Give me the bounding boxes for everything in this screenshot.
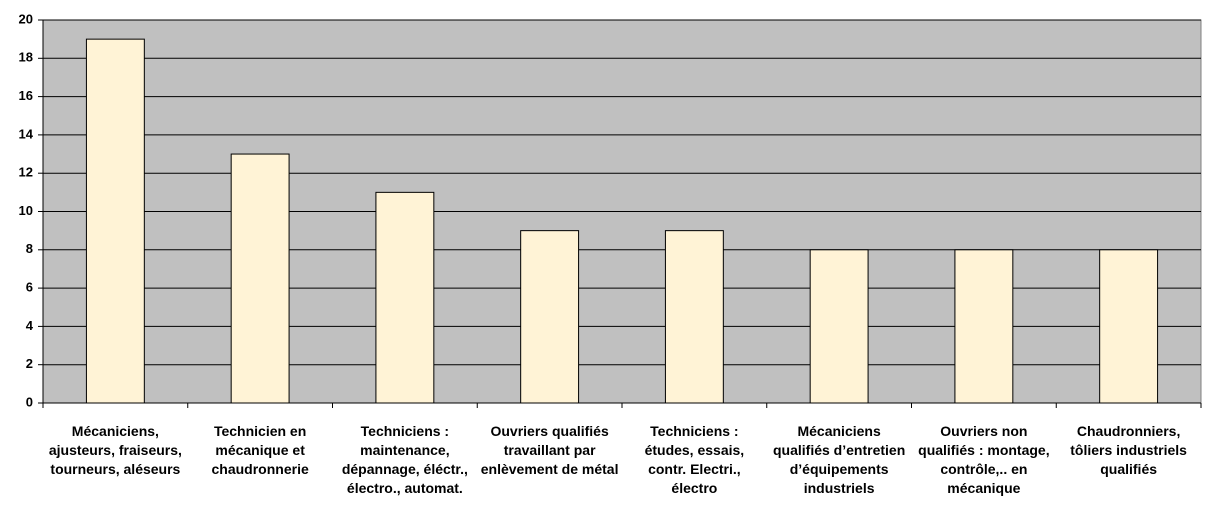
y-tick-label: 0 [26,394,33,409]
bar [230,153,290,404]
x-tick-label: Technicien en mécanique et chaudronnerie [211,423,309,477]
x-tick-label: Ouvriers qualifiés travaillant par enlèv… [480,423,619,477]
y-tick-label: 4 [26,318,34,333]
bar [85,38,145,404]
x-tick-label: Ouvriers non qualifiés : montage, contrô… [918,423,1050,496]
x-tick-label: Mécaniciens qualifiés d’entretien d’équi… [773,423,906,496]
y-tick-label: 10 [19,203,33,218]
y-tick-label: 8 [26,241,33,256]
bar [809,249,869,404]
y-tick-label: 16 [19,88,33,103]
x-tick-label: Techniciens : études, essais, contr. Ele… [644,423,745,496]
y-tick-label: 12 [19,165,33,180]
bar [664,230,724,404]
y-tick-label: 18 [19,50,33,65]
y-tick-label: 2 [26,356,33,371]
bar [375,191,435,404]
x-tick-label: Techniciens : maintenance, dépannage, él… [341,423,468,496]
x-tick-label: Chaudronniers, tôliers industriels quali… [1070,423,1187,477]
bar [520,230,580,404]
bar [954,249,1014,404]
y-tick-label: 20 [19,11,33,26]
x-tick-label: Mécaniciens, ajusteurs, fraiseurs, tourn… [48,423,182,477]
bar [1099,249,1159,404]
y-tick-label: 6 [26,280,33,295]
y-tick-label: 14 [19,126,34,141]
